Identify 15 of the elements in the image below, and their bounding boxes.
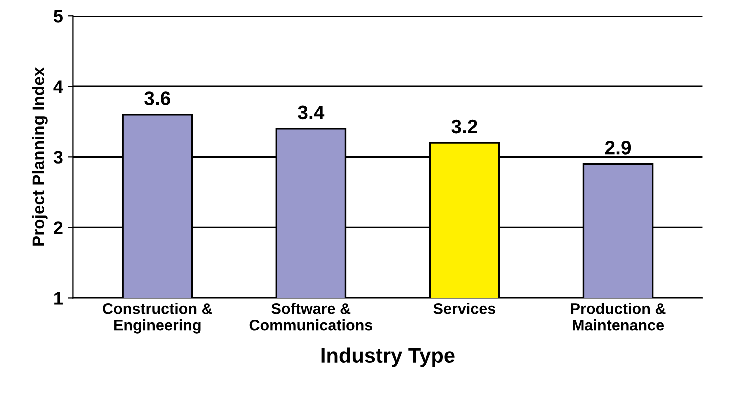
data-label: 3.2 xyxy=(452,120,478,134)
x-axis-title: Industry Type xyxy=(322,348,455,368)
y-tick-label: 1 xyxy=(54,292,63,305)
y-tick-label: 3 xyxy=(54,151,63,164)
y-axis-title: Project Planning Index xyxy=(32,67,48,246)
x-tick-label: Software & Communications xyxy=(250,303,373,331)
data-label: 2.9 xyxy=(605,141,632,155)
x-tick-label: Construction & Engineering xyxy=(103,303,212,334)
y-tick-label: 2 xyxy=(54,222,63,234)
y-tick-label: 4 xyxy=(54,80,64,94)
x-tick-label: Production & Maintenance xyxy=(571,303,666,331)
y-tick-label: 5 xyxy=(54,10,63,23)
data-label: 3.4 xyxy=(298,106,325,120)
x-tick-label: Services xyxy=(434,303,496,314)
data-label: 3.6 xyxy=(144,92,170,106)
